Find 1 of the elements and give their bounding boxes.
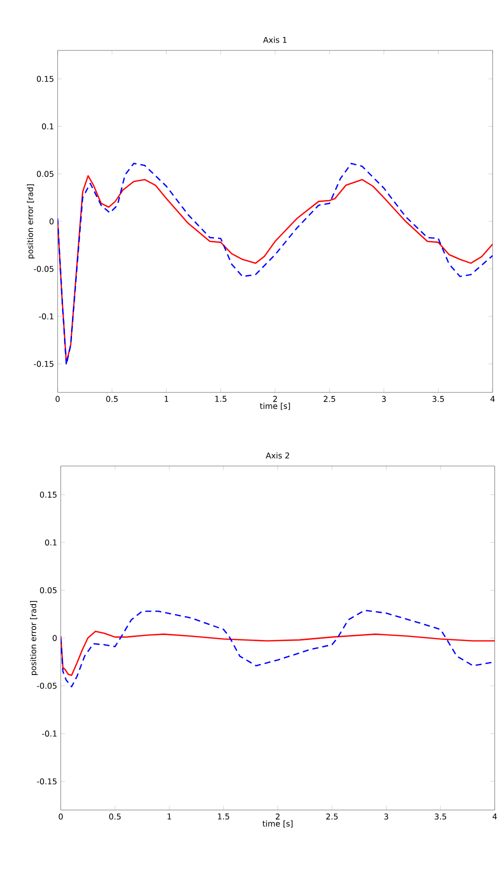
line-series [60, 630, 495, 676]
